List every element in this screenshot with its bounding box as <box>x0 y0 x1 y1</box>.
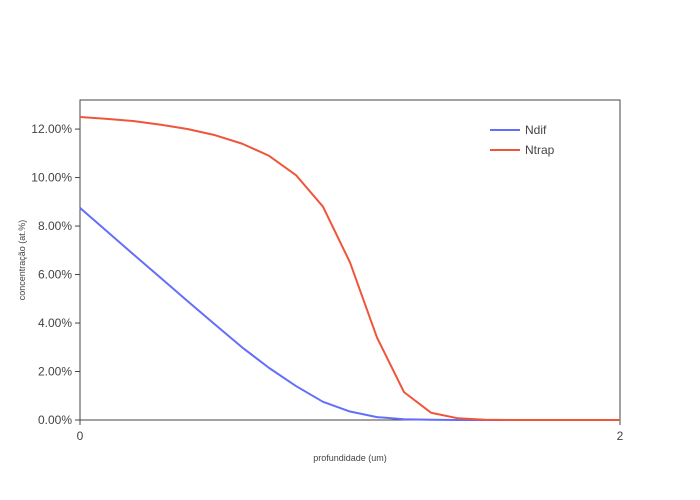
y-tick-label: 8.00% <box>38 219 72 233</box>
legend-item-ntrap[interactable]: Ntrap <box>490 143 555 157</box>
series-group <box>79 115 620 421</box>
legend-item-ndif[interactable]: Ndif <box>490 123 547 137</box>
series-line-ntrap <box>79 115 620 421</box>
legend: Ndif Ntrap <box>490 123 555 157</box>
x-tick-label: 2 <box>617 429 624 443</box>
y-tick-label: 0.00% <box>38 413 72 427</box>
y-tick-label: 4.00% <box>38 316 72 330</box>
legend-label: Ndif <box>525 123 547 137</box>
y-axis: 0.00% 2.00% 4.00% 6.00% 8.00% 10.00% 12.00% <box>31 122 80 427</box>
y-axis-title: concentração (at.%) <box>17 220 27 301</box>
y-tick-label: 6.00% <box>38 268 72 282</box>
x-axis-title: profundidade (um) <box>313 453 387 463</box>
y-tick-label: 2.00% <box>38 365 72 379</box>
x-tick-label: 0 <box>77 429 84 443</box>
y-tick-label: 10.00% <box>31 171 72 185</box>
y-tick-label: 12.00% <box>31 122 72 136</box>
legend-label: Ntrap <box>525 143 555 157</box>
plot-area <box>79 99 621 421</box>
